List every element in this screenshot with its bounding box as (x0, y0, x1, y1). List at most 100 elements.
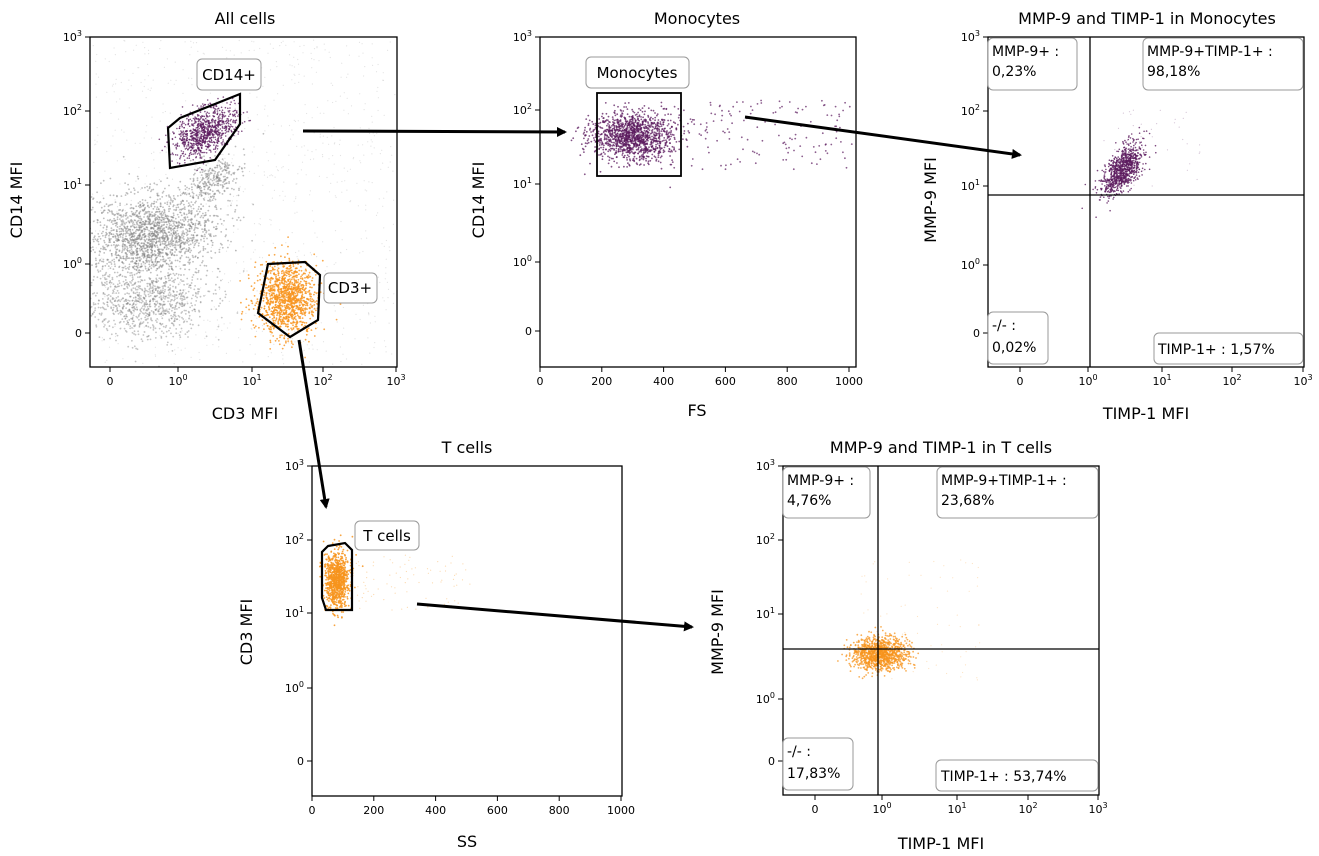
other-event (154, 289, 157, 291)
other-event (134, 360, 137, 363)
background-event (106, 359, 108, 361)
other-event (124, 275, 126, 278)
other-event (154, 246, 157, 248)
background-event (263, 171, 265, 173)
background-event (363, 180, 365, 182)
other-event (170, 227, 173, 230)
cd14-event (227, 125, 230, 127)
other-event (114, 235, 117, 238)
other-event (176, 290, 178, 293)
cd14-event (211, 121, 213, 124)
other-event (160, 292, 162, 294)
other-event (214, 183, 216, 186)
other-event (146, 338, 149, 341)
other-event (100, 206, 103, 209)
cd14-event (234, 121, 236, 124)
other-event (154, 285, 156, 288)
other-event (252, 203, 255, 206)
other-event (124, 293, 126, 295)
other-event (160, 289, 162, 292)
other-event (91, 264, 93, 266)
background-event (159, 152, 161, 154)
background-event (219, 246, 221, 249)
other-event (110, 306, 112, 309)
background-event (347, 113, 349, 115)
cd3-event (306, 308, 308, 310)
background-event (111, 85, 114, 87)
background-event (114, 335, 117, 338)
background-event (254, 234, 257, 236)
other-event (156, 218, 159, 221)
other-event (184, 188, 187, 191)
other-event (133, 345, 136, 348)
other-event (125, 255, 128, 257)
other-event (121, 311, 124, 314)
other-event (177, 314, 180, 317)
cd14-event (227, 120, 230, 123)
other-event (153, 225, 156, 228)
other-event (46, 287, 48, 289)
other-event (179, 267, 182, 270)
other-event (102, 247, 105, 249)
cd3-event (254, 325, 257, 328)
cd14-event (210, 151, 212, 153)
other-event (175, 305, 177, 307)
background-event (151, 137, 153, 139)
other-event (113, 244, 115, 246)
other-event (169, 257, 171, 259)
other-event (102, 320, 104, 322)
other-event (145, 308, 148, 311)
other-event (114, 285, 116, 288)
other-event (106, 258, 109, 261)
background-event (303, 349, 305, 351)
other-event (109, 177, 112, 180)
other-event (119, 273, 122, 276)
other-event (163, 303, 165, 306)
other-event (157, 289, 159, 292)
other-event (200, 203, 203, 206)
cd14-event (202, 151, 204, 154)
cd14-event (192, 139, 195, 141)
other-event (137, 315, 140, 318)
other-event (161, 304, 164, 307)
background-event (119, 183, 121, 185)
background-event (229, 244, 231, 246)
cd14-event (194, 140, 196, 143)
other-event (152, 311, 155, 313)
background-event (147, 75, 149, 77)
other-event (199, 301, 202, 303)
other-event (122, 266, 125, 269)
other-event (140, 265, 143, 268)
other-event (160, 248, 163, 251)
other-event (236, 312, 239, 314)
background-event (289, 138, 292, 140)
background-event (380, 168, 382, 170)
background-event (235, 104, 237, 106)
cd14-event (215, 105, 218, 108)
background-event (316, 293, 318, 295)
background-event (319, 133, 321, 135)
cd14-event (229, 103, 231, 106)
background-event (363, 154, 365, 156)
background-event (308, 348, 310, 350)
other-event (125, 211, 128, 214)
other-event (191, 309, 194, 312)
other-event (113, 263, 116, 265)
other-event (145, 303, 147, 306)
other-event (87, 205, 89, 207)
other-event (214, 234, 217, 237)
background-event (177, 347, 179, 349)
background-event (108, 346, 111, 348)
other-event (72, 248, 74, 250)
other-event (192, 179, 195, 182)
other-event (99, 306, 102, 309)
other-event (172, 315, 174, 318)
other-event (104, 248, 106, 251)
other-event (155, 235, 158, 238)
background-event (358, 55, 360, 57)
other-event (137, 297, 140, 300)
cd14-event (206, 119, 208, 121)
other-event (150, 205, 153, 208)
background-event (267, 160, 269, 162)
other-event (114, 246, 117, 249)
